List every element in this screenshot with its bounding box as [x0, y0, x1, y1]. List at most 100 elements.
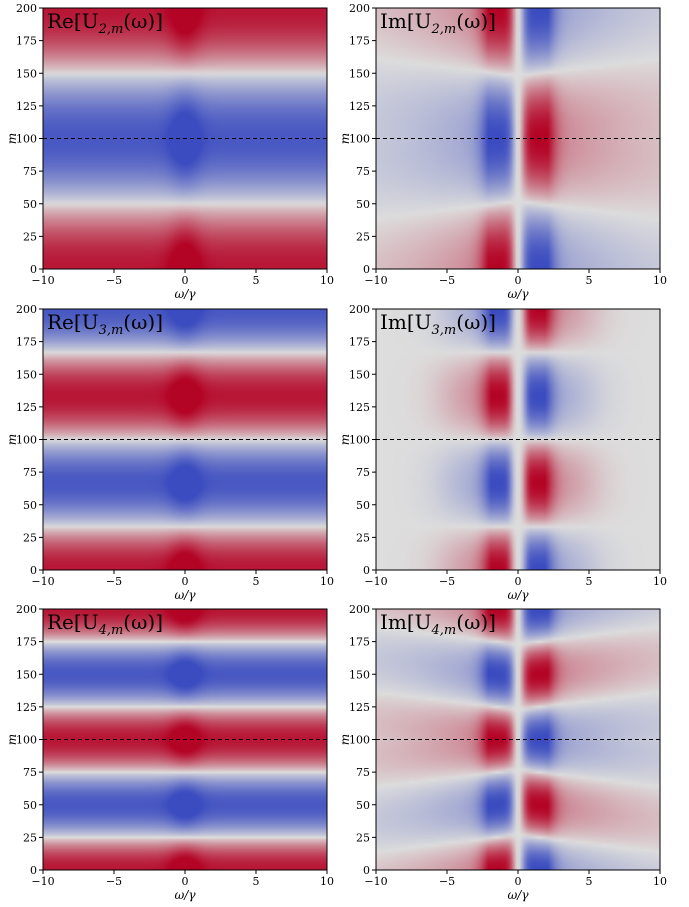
panel-im4: −10 −5 0 5 100255075100125150175200ω/γmIm[U4…	[338, 603, 667, 902]
x-tick-label: 0	[515, 575, 522, 588]
y-tick-label: 150	[16, 668, 37, 681]
y-tick-label: 50	[356, 499, 370, 512]
x-tick-label: −10	[31, 575, 54, 588]
y-tick-label: 0	[363, 864, 370, 877]
x-axis-label: ω/γ	[508, 588, 530, 602]
x-tick-label: 0	[182, 875, 189, 888]
y-tick-label: 175	[349, 35, 370, 48]
x-tick-label: 5	[253, 875, 260, 888]
x-axis-label: ω/γ	[175, 588, 197, 602]
x-tick-label: −5	[106, 274, 122, 287]
y-tick-label: 175	[349, 636, 370, 649]
y-tick-label: 75	[356, 466, 370, 479]
y-tick-label: 125	[349, 100, 370, 113]
x-tick-label: −10	[31, 274, 54, 287]
y-tick-label: 75	[356, 766, 370, 779]
panel-title: Im[U4,m(ω)]	[380, 610, 496, 638]
y-tick-label: 100	[349, 133, 370, 146]
y-tick-label: 100	[16, 133, 37, 146]
panel-title: Im[U3,m(ω)]	[380, 310, 496, 338]
x-tick-label: 0	[182, 575, 189, 588]
y-tick-label: 25	[356, 831, 370, 844]
y-tick-label: 50	[356, 198, 370, 211]
y-axis-label: m	[5, 434, 19, 445]
y-tick-label: 50	[23, 799, 37, 812]
y-tick-label: 75	[23, 466, 37, 479]
x-tick-label: −5	[106, 575, 122, 588]
y-tick-label: 100	[16, 434, 37, 447]
y-tick-label: 0	[363, 564, 370, 577]
y-tick-label: 200	[349, 603, 370, 616]
x-tick-label: 5	[586, 274, 593, 287]
y-tick-label: 150	[16, 368, 37, 381]
x-tick-label: 5	[253, 274, 260, 287]
x-tick-label: 0	[515, 875, 522, 888]
y-tick-label: 100	[16, 734, 37, 747]
y-tick-label: 50	[23, 198, 37, 211]
x-tick-label: 5	[586, 575, 593, 588]
y-tick-label: 75	[356, 165, 370, 178]
y-tick-label: 125	[349, 701, 370, 714]
x-tick-label: −10	[364, 875, 387, 888]
y-tick-label: 200	[349, 303, 370, 316]
panel-im2: −10 −5 0 5 100255075100125150175200ω/γmIm[U2…	[338, 2, 667, 301]
x-axis-label: ω/γ	[175, 287, 197, 301]
y-tick-label: 200	[16, 2, 37, 15]
y-tick-label: 25	[23, 831, 37, 844]
x-axis-label: ω/γ	[175, 888, 197, 902]
x-tick-label: 10	[320, 875, 334, 888]
y-tick-label: 200	[16, 303, 37, 316]
y-tick-label: 25	[23, 230, 37, 243]
x-tick-label: −5	[439, 875, 455, 888]
y-tick-label: 125	[16, 100, 37, 113]
y-tick-label: 175	[16, 35, 37, 48]
y-tick-label: 100	[349, 734, 370, 747]
x-tick-label: 10	[320, 274, 334, 287]
y-tick-label: 125	[16, 401, 37, 414]
x-tick-label: −10	[364, 575, 387, 588]
y-tick-label: 150	[349, 67, 370, 80]
x-tick-label: −10	[364, 274, 387, 287]
x-tick-label: −5	[439, 274, 455, 287]
y-tick-label: 175	[349, 336, 370, 349]
y-axis-label: m	[5, 734, 19, 745]
x-tick-label: −5	[439, 575, 455, 588]
y-tick-label: 0	[30, 864, 37, 877]
x-tick-label: 10	[653, 274, 667, 287]
y-tick-label: 175	[16, 636, 37, 649]
y-tick-label: 25	[356, 531, 370, 544]
x-tick-label: −10	[31, 875, 54, 888]
panel-re2: −10 −5 0 5 100255075100125150175200ω/γmRe[U2…	[5, 2, 334, 301]
y-axis-label: m	[5, 133, 19, 144]
y-tick-label: 150	[349, 668, 370, 681]
y-tick-label: 100	[349, 434, 370, 447]
x-axis-label: ω/γ	[508, 888, 530, 902]
y-tick-label: 75	[23, 766, 37, 779]
y-tick-label: 0	[30, 263, 37, 276]
y-tick-label: 0	[363, 263, 370, 276]
x-tick-label: 10	[653, 575, 667, 588]
panel-re3: −10 −5 0 5 100255075100125150175200ω/γmRe[U3…	[5, 303, 334, 602]
y-tick-label: 0	[30, 564, 37, 577]
x-tick-label: 5	[586, 875, 593, 888]
panel-title: Re[U2,m(ω)]	[47, 9, 163, 37]
panel-title: Re[U3,m(ω)]	[47, 310, 163, 338]
y-tick-label: 25	[23, 531, 37, 544]
x-tick-label: 0	[182, 274, 189, 287]
y-tick-label: 75	[23, 165, 37, 178]
y-tick-label: 25	[356, 230, 370, 243]
y-tick-label: 150	[349, 368, 370, 381]
y-axis-label: m	[338, 133, 352, 144]
y-tick-label: 125	[16, 701, 37, 714]
y-tick-label: 150	[16, 67, 37, 80]
x-tick-label: −5	[106, 875, 122, 888]
y-tick-label: 200	[16, 603, 37, 616]
x-tick-label: 10	[653, 875, 667, 888]
x-tick-label: 0	[515, 274, 522, 287]
panel-title: Im[U2,m(ω)]	[380, 9, 496, 37]
y-tick-label: 125	[349, 401, 370, 414]
y-axis-label: m	[338, 434, 352, 445]
y-tick-label: 50	[23, 499, 37, 512]
x-tick-label: 5	[253, 575, 260, 588]
